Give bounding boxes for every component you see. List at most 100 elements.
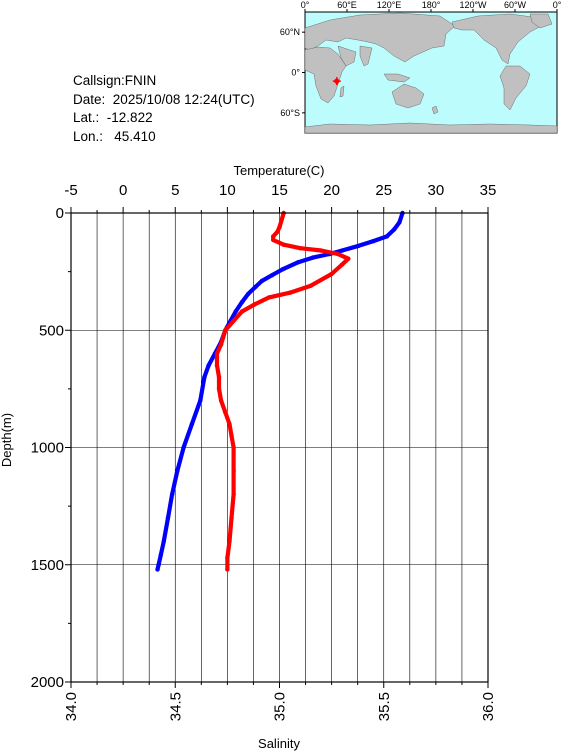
land-indonesia <box>383 73 411 83</box>
land-eurasia <box>304 12 456 63</box>
land-greenland <box>529 13 553 29</box>
date-line: Date: 2025/10/08 12:24(UTC) <box>73 91 255 110</box>
temperature-tick-label: 25 <box>375 182 392 199</box>
salinity-point <box>231 318 236 324</box>
salinity-point <box>279 217 284 223</box>
land-south-america <box>499 65 531 111</box>
salinity-point <box>329 271 334 277</box>
salinity-point <box>275 229 280 234</box>
land-arabia <box>337 45 357 67</box>
land-madagascar <box>339 85 345 98</box>
date-label: Date: <box>73 91 106 107</box>
land-antarctica <box>304 122 558 134</box>
series-layer <box>155 210 405 572</box>
salinity-point <box>227 539 232 544</box>
temperature-tick-label: 15 <box>271 182 288 199</box>
callsign-line: Callsign:FNIN <box>73 72 255 91</box>
temperature-tick-label: 20 <box>323 182 340 199</box>
temperature-point <box>156 562 161 567</box>
depth-tick-label: 1000 <box>31 440 64 457</box>
depth-tick-label: 0 <box>56 205 64 222</box>
salinity-point <box>335 251 341 257</box>
station-marker <box>332 77 341 86</box>
salinity-tick-label: 34.5 <box>167 692 184 721</box>
map-lon-label: 60°W <box>504 0 527 10</box>
temperature-point <box>181 445 186 450</box>
salinity-point <box>231 445 236 450</box>
land-india <box>359 45 373 67</box>
temperature-point <box>155 567 160 572</box>
lon-label: Lon.: <box>73 128 104 144</box>
lat-line: Lat.: -12.822 <box>73 109 255 128</box>
temperature-tick-label: 5 <box>171 182 179 199</box>
temperature-tick-label: 0 <box>119 182 127 199</box>
salinity-point <box>218 342 224 347</box>
temperature-point <box>246 291 251 297</box>
map-land <box>304 12 558 134</box>
temperature-point <box>253 284 258 290</box>
map-lat-label: 0° <box>291 68 300 78</box>
map-ticks <box>302 9 558 114</box>
land-africa <box>304 46 347 104</box>
salinity-point <box>229 515 234 521</box>
map-lon-label: 0° <box>553 0 562 10</box>
temperature-tick-label: 10 <box>219 182 236 199</box>
salinity-point <box>214 351 220 356</box>
date-value: 2025/10/08 12:24(UTC) <box>112 91 255 107</box>
temperature-tick-label: 35 <box>480 182 497 199</box>
map-lat-label: 60°N <box>280 27 300 37</box>
land-north-america <box>451 13 546 65</box>
depth-tick-label: 1500 <box>31 557 64 574</box>
depth-tick-label: 500 <box>39 322 64 339</box>
temperature-point <box>384 234 390 239</box>
map-lat-label: 60°S <box>280 108 300 118</box>
temperature-point <box>158 553 163 558</box>
salinity-point <box>339 262 345 267</box>
salinity-point <box>271 237 276 243</box>
temperature-point <box>233 309 238 314</box>
salinity-point <box>271 234 276 239</box>
temperature-point <box>206 363 211 368</box>
salinity-tick-label: 36.0 <box>480 692 497 721</box>
map-lon-label: 0° <box>301 0 310 10</box>
salinity-point <box>308 283 313 288</box>
temperature-point <box>270 272 275 278</box>
salinity-tick-label: 35.5 <box>376 692 393 721</box>
salinity-point <box>214 363 220 368</box>
callsign-label: Callsign: <box>73 73 125 88</box>
land-australia <box>391 83 425 109</box>
salinity-point <box>223 328 228 333</box>
depth-axis-title: Depth(m) <box>0 413 14 467</box>
temperature-point <box>371 238 376 244</box>
lat-label: Lat.: <box>73 110 100 125</box>
salinity-point <box>298 245 303 251</box>
salinity-point <box>252 302 257 307</box>
temperature-point <box>280 267 285 272</box>
temperature-tick-label: 30 <box>428 182 445 199</box>
temperature-point <box>202 374 207 380</box>
salinity-point <box>287 290 293 295</box>
salinity-point <box>346 256 351 261</box>
salinity-tick-label: 35.0 <box>272 692 289 721</box>
salinity-point <box>229 433 234 438</box>
temperature-axis-title: Temperature(C) <box>233 163 324 178</box>
depth-tick-label: 2000 <box>31 674 64 691</box>
salinity-point <box>227 421 232 427</box>
callsign-value: FNIN <box>124 73 157 88</box>
map-lon-label: 120°W <box>459 0 487 10</box>
salinity-point <box>216 374 222 380</box>
map-lon-label: 120°E <box>377 0 402 10</box>
temperature-point <box>239 299 245 305</box>
grid-lines <box>71 213 488 682</box>
temperature-axis: -5 0 5 10 15 20 25 30 35 <box>64 182 496 213</box>
temperature-point <box>259 278 264 284</box>
temperature-point <box>189 421 195 427</box>
temperature-point <box>310 255 316 260</box>
map-lon-label: 60°E <box>337 0 357 10</box>
temperature-point <box>397 220 402 225</box>
salinity-point <box>319 248 324 253</box>
salinity-point <box>277 224 282 230</box>
temperature-point <box>339 248 345 253</box>
land-newzealand <box>431 105 439 115</box>
